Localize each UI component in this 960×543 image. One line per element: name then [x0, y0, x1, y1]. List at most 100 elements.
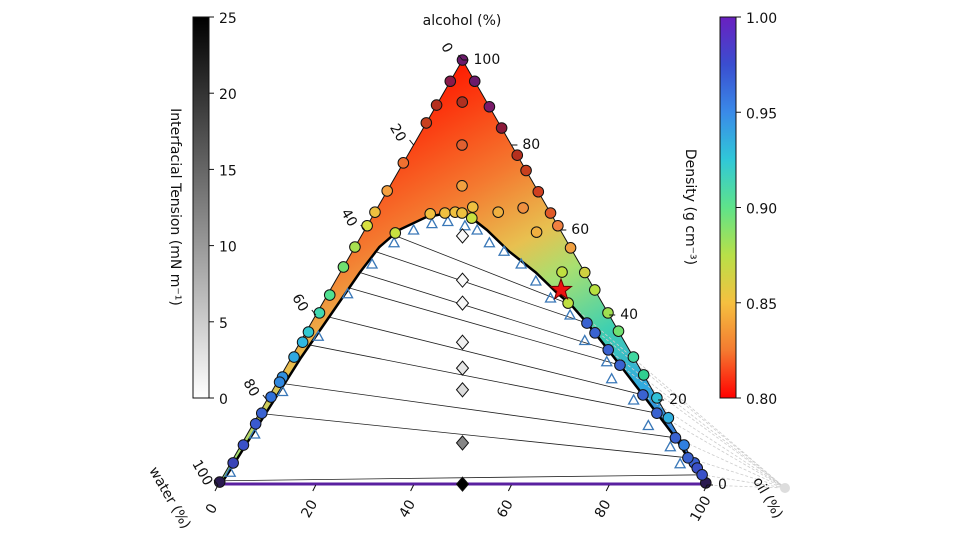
model-point-triangle	[224, 465, 237, 477]
measured-point	[439, 207, 451, 219]
measured-point	[389, 227, 402, 239]
measured-point	[589, 327, 601, 339]
model-point-triangle	[276, 385, 289, 397]
colorbar-tick-label: 10	[219, 240, 237, 256]
measured-point	[530, 226, 543, 238]
measured-point	[588, 284, 601, 296]
measured-point	[520, 164, 532, 177]
top-axis-title: alcohol (%)	[423, 13, 502, 29]
binodal-curve	[219, 211, 706, 486]
water-tick	[409, 139, 414, 146]
measured-point	[296, 336, 309, 349]
measured-point	[544, 207, 557, 219]
colorbar-tick-label: 0	[219, 392, 228, 408]
tie-line	[359, 272, 609, 351]
tie-line	[329, 316, 644, 396]
bottom-tick-label: 100	[687, 493, 714, 524]
tension-colorbar-label: Interfacial Tension (mN m⁻¹)	[167, 108, 183, 306]
measured-point	[556, 266, 568, 278]
model-point-triangle	[425, 217, 439, 229]
water-tick	[213, 479, 219, 486]
measured-point	[562, 297, 574, 309]
measured-point	[456, 180, 468, 192]
measured-point	[249, 418, 262, 430]
water-tick	[360, 224, 366, 231]
model-point-triangle	[458, 219, 472, 231]
dashed-line	[586, 322, 786, 489]
measured-point	[511, 149, 524, 161]
tie-line-midpoint-diamond	[455, 295, 470, 311]
measured-point	[255, 407, 268, 419]
oil-tick	[214, 484, 219, 492]
measured-point	[532, 185, 545, 198]
model-point-triangle	[441, 215, 454, 227]
model-point-triangle	[312, 329, 325, 341]
measured-point	[237, 439, 250, 451]
measured-point	[662, 412, 675, 424]
dashed-line	[570, 304, 786, 489]
tie-line	[391, 233, 572, 306]
model-point-triangle	[341, 287, 354, 299]
measured-point	[637, 389, 649, 401]
tie-line-midpoint-diamond	[455, 360, 470, 376]
tie-line-midpoint-diamond	[455, 272, 470, 288]
measured-point	[430, 99, 443, 111]
colorbar-tick-label: 25	[219, 11, 237, 27]
measured-point	[369, 206, 381, 218]
oil-tick	[410, 484, 415, 492]
measured-point	[397, 157, 410, 169]
water-tick	[262, 394, 268, 401]
dashed-line	[702, 474, 786, 489]
measured-point	[612, 325, 625, 337]
model-point-triangle	[627, 393, 640, 405]
measured-point	[420, 117, 433, 129]
measured-point	[669, 432, 682, 444]
measured-point	[465, 212, 478, 224]
measured-point	[456, 207, 468, 219]
model-point-triangle	[605, 372, 618, 384]
measured-point	[581, 317, 593, 329]
model-point-triangle	[578, 334, 591, 346]
colorbar-tick-label: 15	[219, 163, 237, 179]
left-tick-label: 100	[188, 457, 215, 488]
density-colorbar-label: Density (g cm⁻³)	[682, 149, 698, 265]
left-axis-title: water (%)	[145, 464, 193, 531]
tie-line-midpoint-diamond	[455, 476, 470, 492]
top-tick-label: 60	[571, 222, 589, 238]
oil-tick	[703, 484, 708, 492]
colorbar-tick-label: 0.95	[746, 106, 777, 122]
tie-line	[348, 287, 621, 366]
model-point-triangle	[529, 274, 542, 286]
model-point-triangle	[483, 236, 496, 248]
measured-point	[682, 452, 694, 464]
measured-point	[602, 307, 614, 319]
colorbar-tick-label: 20	[219, 87, 237, 103]
left-tick-label: 20	[386, 121, 409, 144]
critical-point-star	[549, 277, 573, 301]
measured-point	[651, 392, 663, 404]
colorbar-tick-label: 0.90	[746, 202, 777, 218]
top-tick-label: 80	[522, 137, 540, 153]
bottom-tick-label: 40	[396, 497, 419, 520]
measured-point	[651, 407, 663, 419]
left-tick-label: 60	[288, 291, 311, 314]
measured-point	[273, 376, 286, 388]
measured-point	[483, 100, 496, 113]
measured-point	[302, 326, 315, 338]
measured-point	[468, 75, 481, 88]
dashed-line	[607, 349, 786, 489]
measured-point	[227, 457, 239, 469]
model-point-triangle	[365, 257, 379, 269]
measured-point	[213, 476, 226, 488]
tie-line-midpoint-diamond	[455, 334, 470, 350]
tie-line-midpoint-diamond	[455, 228, 470, 244]
colorbar-tick-label: 5	[219, 316, 228, 332]
left-tick-label: 80	[240, 376, 263, 399]
measured-point	[444, 75, 457, 88]
measured-point	[337, 261, 350, 273]
measured-point	[361, 219, 373, 232]
model-point-triangle	[544, 291, 557, 303]
tie-line-midpoint-diamond	[455, 435, 470, 451]
measured-point	[265, 391, 277, 403]
model-point-triangle	[387, 236, 401, 248]
